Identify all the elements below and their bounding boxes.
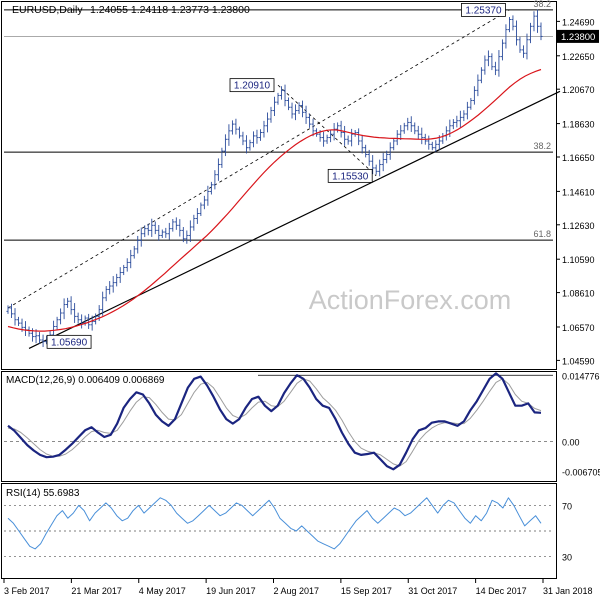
time-tick-label: 15 Sep 2017 xyxy=(341,586,392,596)
time-tick-label: 21 Mar 2017 xyxy=(71,586,122,596)
time-tick-label: 19 Jun 2017 xyxy=(206,586,256,596)
price-tick-label: 1.22650 xyxy=(562,52,595,62)
rsi-indicator: 70 30 xyxy=(4,497,572,563)
time-tick-label: 2 Aug 2017 xyxy=(274,586,320,596)
time-tick-label: 4 May 2017 xyxy=(139,586,186,596)
channel-trendline xyxy=(7,9,510,309)
fib-label-0: 38.2 xyxy=(533,0,551,9)
time-tick-label: 31 Jan 2018 xyxy=(543,586,593,596)
macd-title: MACD(12,26,9) 0.006409 0.006869 xyxy=(6,375,165,386)
price-tick-label: 1.08610 xyxy=(562,289,595,299)
annotation-label: 1.25370 xyxy=(465,5,502,16)
price-tick-label: 1.14610 xyxy=(562,187,595,197)
price-tick-label: 1.16650 xyxy=(562,153,595,163)
current-price-box xyxy=(557,29,599,43)
price-tick-label: 1.04590 xyxy=(562,356,595,366)
fib-label-2: 61.8 xyxy=(533,229,551,239)
time-axis: 3 Feb 2017 21 Mar 2017 4 May 2017 19 Jun 20… xyxy=(3,579,593,596)
annotation-box xyxy=(229,78,275,93)
macd-indicator: 0.014776 0.00 -0.006705 xyxy=(4,371,600,478)
support-trendline xyxy=(28,90,561,349)
annotation-label: 1.15530 xyxy=(332,171,369,182)
watermark: ActionForex.com xyxy=(309,285,512,315)
macd-tick-label: -0.006705 xyxy=(562,468,600,478)
moving-average xyxy=(7,68,542,332)
time-tick-label: 31 Oct 2017 xyxy=(408,586,457,596)
current-price-label: 1.23800 xyxy=(561,32,595,43)
macd-tick-label: 0.014776 xyxy=(562,371,600,381)
annotation-box xyxy=(327,168,373,183)
price-tick-label: 1.06570 xyxy=(562,323,595,333)
annotation-label: 1.20910 xyxy=(234,81,271,92)
time-tick-label: 3 Feb 2017 xyxy=(4,586,50,596)
fib-label-1: 38.2 xyxy=(533,141,551,151)
price-tick-label: 1.18630 xyxy=(562,120,595,130)
rsi-title: RSI(14) 55.6983 xyxy=(6,488,80,499)
price-tick-label: 1.10590 xyxy=(562,255,595,265)
rsi-tick-label: 30 xyxy=(562,553,572,563)
panel-frames xyxy=(1,1,557,579)
price-axis: 1.24690 1.22650 1.20670 1.18630 1.16650 1.146… xyxy=(556,17,599,366)
annotation-label: 1.05690 xyxy=(51,337,88,348)
fib-levels: 38.2 38.2 61.8 xyxy=(4,0,553,241)
time-tick-label: 14 Dec 2017 xyxy=(476,586,527,596)
annotation-box xyxy=(46,334,92,349)
annotation-box xyxy=(461,3,506,17)
price-panel-frame xyxy=(1,1,557,370)
price-tick-label: 1.24690 xyxy=(562,17,595,27)
macd-line xyxy=(7,372,542,471)
macd-tick-label: 0.00 xyxy=(562,437,580,447)
price-annotations: 1.25370 1.20910 1.15530 1.05690 xyxy=(46,3,506,349)
price-tick-label: 1.12630 xyxy=(562,221,595,231)
price-tick-label: 1.20670 xyxy=(562,85,595,95)
rsi-line xyxy=(7,497,542,550)
rsi-panel-frame xyxy=(1,483,557,579)
ma-line xyxy=(7,68,542,332)
candles xyxy=(6,9,543,348)
macd-panel-frame xyxy=(1,371,557,482)
rsi-tick-label: 70 xyxy=(562,501,572,511)
